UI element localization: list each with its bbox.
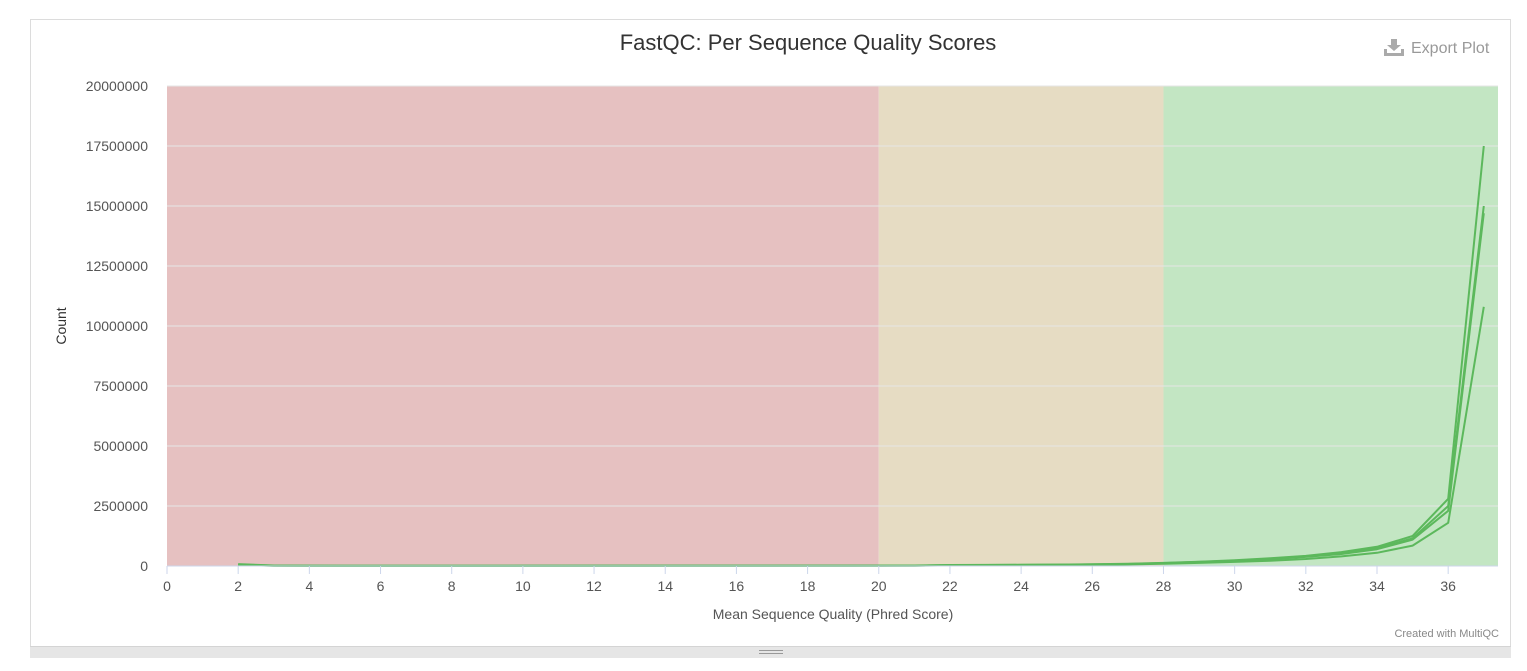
export-plot-button[interactable]: Export Plot [1383, 38, 1489, 60]
grid-lines [167, 85, 1498, 507]
x-tick-label: 18 [800, 578, 816, 594]
x-tick-label: 12 [586, 578, 602, 594]
x-tick-label: 20 [871, 578, 887, 594]
grip-line [759, 653, 783, 654]
y-tick-label: 15000000 [86, 198, 149, 214]
x-tick-label: 2 [234, 578, 242, 594]
x-tick-label: 0 [163, 578, 171, 594]
x-tick-label: 34 [1369, 578, 1385, 594]
plot-resize-handle[interactable] [30, 646, 1511, 658]
chart-title: FastQC: Per Sequence Quality Scores [620, 30, 997, 55]
x-tick-label: 30 [1227, 578, 1243, 594]
x-tick-label: 24 [1013, 578, 1029, 594]
x-tick-label: 16 [729, 578, 745, 594]
x-tick-label: 28 [1156, 578, 1172, 594]
y-tick-label: 5000000 [93, 438, 148, 454]
y-axis-label: Count [53, 307, 69, 344]
export-plot-label: Export Plot [1411, 40, 1490, 57]
x-tick-label: 4 [305, 578, 313, 594]
x-tick-label: 8 [448, 578, 456, 594]
x-tick-label: 32 [1298, 578, 1314, 594]
y-tick-label: 7500000 [93, 378, 148, 394]
y-ticks: 0 2500000 5000000 7500000 10000000 12500000 15… [86, 78, 149, 574]
y-tick-label: 20000000 [86, 78, 149, 94]
x-tick-label: 6 [377, 578, 385, 594]
x-axis-label: Mean Sequence Quality (Phred Score) [713, 606, 953, 622]
grip-line [759, 650, 783, 651]
y-tick-label: 17500000 [86, 138, 149, 154]
x-tick-label: 22 [942, 578, 958, 594]
download-icon [1383, 37, 1405, 62]
x-ticks: 0 2 4 6 8 10 12 14 16 18 20 22 24 26 28 30 32 34 36 [163, 566, 1456, 594]
y-tick-label: 2500000 [93, 498, 148, 514]
x-tick-label: 36 [1440, 578, 1456, 594]
created-with-credit: Created with MultiQC [1394, 628, 1499, 640]
x-tick-label: 26 [1085, 578, 1101, 594]
y-tick-label: 10000000 [86, 318, 149, 334]
y-tick-label: 0 [140, 558, 148, 574]
x-tick-label: 10 [515, 578, 531, 594]
y-tick-label: 12500000 [86, 258, 149, 274]
x-tick-label: 14 [657, 578, 673, 594]
